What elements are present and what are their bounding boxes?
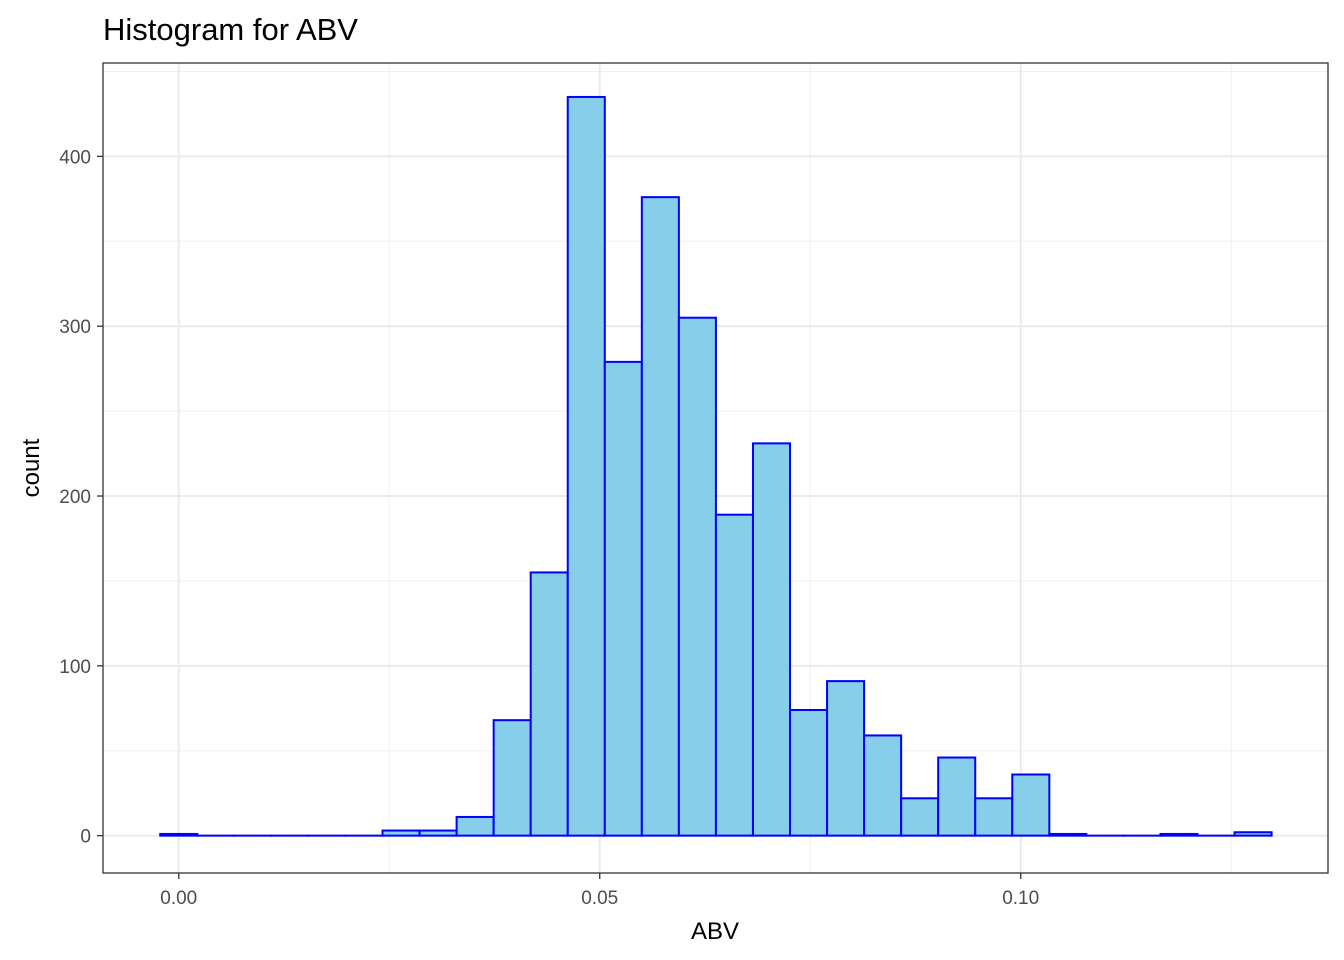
histogram-bar	[714, 513, 754, 837]
y-tick-label: 400	[59, 147, 91, 168]
histogram-bar	[1011, 773, 1051, 837]
histogram-bar	[381, 829, 421, 837]
y-tick-label: 0	[80, 827, 91, 848]
x-tick-label: 0.00	[160, 888, 197, 909]
x-tick-label: 0.10	[1002, 888, 1039, 909]
histogram-bar	[751, 442, 792, 837]
histogram-bar	[937, 756, 977, 837]
histogram-bar	[789, 708, 829, 837]
histogram-bar	[863, 734, 903, 837]
histogram-bar	[529, 571, 569, 837]
y-tick-label: 200	[59, 487, 91, 508]
histogram-bars	[159, 95, 1273, 837]
chart-title: Histogram for ABV	[103, 12, 358, 47]
x-tick-label: 0.05	[581, 888, 618, 909]
histogram-bar	[974, 797, 1014, 837]
plot-panel-border	[102, 62, 1329, 874]
x-axis-title: ABV	[691, 918, 739, 945]
histogram-bar	[566, 95, 606, 837]
histogram-bar	[1233, 831, 1273, 837]
histogram-bar	[677, 316, 717, 837]
histogram-bar	[492, 719, 532, 837]
histogram-bar	[455, 815, 495, 837]
histogram-bar	[640, 196, 680, 837]
histogram-bar	[603, 360, 643, 837]
histogram-bar	[159, 832, 199, 837]
histogram-bar	[418, 829, 458, 837]
histogram-bar	[826, 680, 866, 837]
y-tick-label: 300	[59, 317, 91, 338]
histogram-bar	[900, 797, 940, 837]
y-axis-title: count	[18, 438, 45, 497]
y-tick-label: 100	[59, 657, 91, 678]
y-axis-ticks: 0 100 200 300 400	[59, 147, 103, 848]
histogram-bar	[1048, 832, 1088, 837]
x-axis-ticks: 0.00 0.05 0.10	[160, 873, 1039, 909]
histogram-bar	[1159, 832, 1199, 837]
